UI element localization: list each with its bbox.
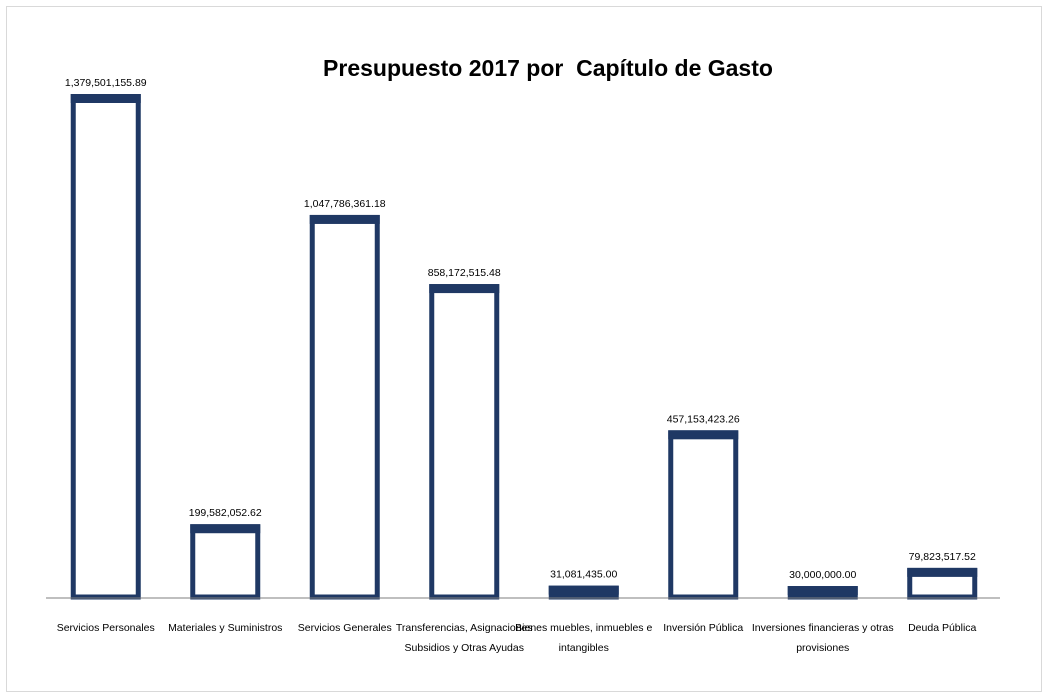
category-label-3: Transferencias, Asignaciones Subsidios y …: [396, 622, 533, 654]
data-label-5: 457,153,423.26: [667, 413, 740, 425]
bar-0: [70, 94, 141, 600]
chart-title: Presupuesto 2017 por Capítulo de Gasto: [323, 55, 773, 81]
bar-cap-1: [190, 524, 261, 534]
data-label-1: 199,582,052.62: [189, 507, 262, 519]
category-label-2: Servicios Generales: [298, 622, 392, 634]
data-label-4: 31,081,435.00: [550, 569, 617, 581]
data-label-6: 30,000,000.00: [789, 569, 856, 581]
bar-3: [429, 284, 500, 600]
category-label-line: Servicios Personales: [57, 622, 155, 634]
category-label-7: Deuda Pública: [908, 622, 976, 634]
labels-group: 1,379,501,155.89 Servicios Personales 199,…: [57, 77, 977, 654]
category-label-line: Materiales y Suministros: [168, 622, 282, 634]
bar-5: [668, 430, 739, 600]
chart-frame: [6, 6, 1042, 692]
category-label-6: Inversiones financieras y otras provision…: [752, 622, 894, 654]
category-label-line: Inversión Pública: [663, 622, 743, 634]
category-label-line: Deuda Pública: [908, 622, 976, 634]
category-label-0: Servicios Personales: [57, 622, 155, 634]
bars-group: [70, 94, 978, 600]
data-label-2: 1,047,786,361.18: [304, 198, 386, 210]
category-label-line: Transferencias, Asignaciones: [396, 622, 533, 634]
bar-cap-4: [548, 585, 619, 595]
category-label-line: provisiones: [796, 642, 849, 654]
bar-2: [309, 214, 380, 600]
bar-cap-3: [429, 284, 500, 294]
bar-1: [190, 524, 261, 600]
category-label-5: Inversión Pública: [663, 622, 743, 634]
data-label-3: 858,172,515.48: [428, 267, 501, 279]
category-label-line: Subsidios y Otras Ayudas: [405, 642, 524, 654]
bar-cap-5: [668, 430, 739, 440]
category-label-4: Bienes muebles, inmuebles e intangibles: [515, 622, 652, 654]
category-label-line: Inversiones financieras y otras: [752, 622, 894, 634]
category-label-line: Bienes muebles, inmuebles e: [515, 622, 652, 634]
category-label-line: Servicios Generales: [298, 622, 392, 634]
data-label-0: 1,379,501,155.89: [65, 77, 147, 89]
bar-cap-0: [70, 94, 141, 103]
category-label-line: intangibles: [559, 642, 609, 654]
bar-cap-2: [309, 214, 380, 224]
bar-cap-7: [907, 567, 978, 577]
category-label-1: Materiales y Suministros: [168, 622, 282, 634]
bar-cap-6: [787, 586, 858, 596]
data-label-7: 79,823,517.52: [909, 551, 976, 563]
